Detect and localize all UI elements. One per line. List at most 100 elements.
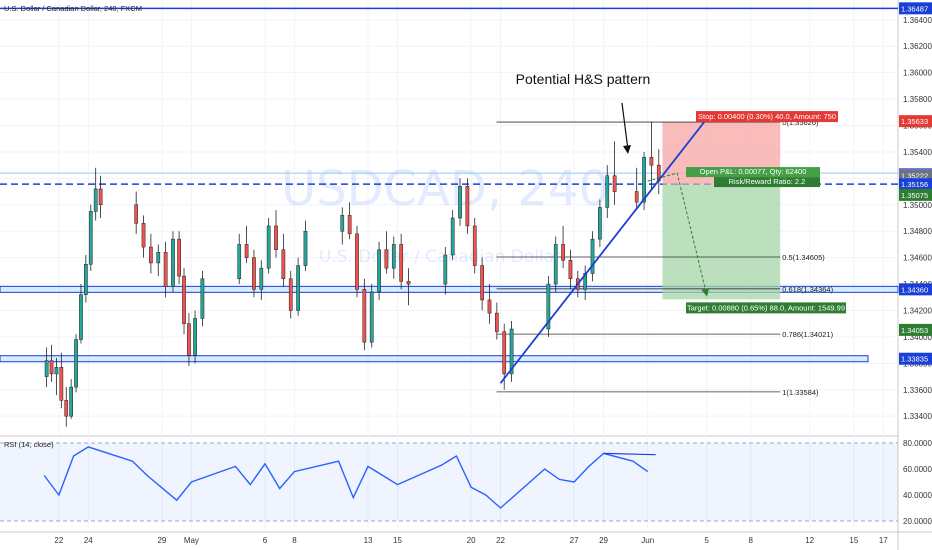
candle-body[interactable] bbox=[568, 260, 573, 280]
candle-body[interactable] bbox=[296, 265, 300, 311]
stop-label-bg bbox=[696, 111, 838, 123]
candle-body[interactable] bbox=[274, 225, 278, 250]
price-axis-tick-label: 1.35400 bbox=[903, 148, 932, 157]
candle-body[interactable] bbox=[590, 238, 595, 274]
support-zone-low[interactable] bbox=[0, 355, 869, 363]
price-axis-tick-label: 1.35800 bbox=[903, 95, 932, 104]
candle-body[interactable] bbox=[149, 246, 153, 264]
candle-body[interactable] bbox=[384, 249, 389, 269]
rsi-divergence-line[interactable] bbox=[603, 452, 656, 456]
candle-body[interactable] bbox=[642, 156, 646, 203]
candle-body[interactable] bbox=[54, 367, 59, 375]
candle-body[interactable] bbox=[546, 283, 551, 330]
candle-body[interactable] bbox=[465, 186, 470, 227]
candle-body[interactable] bbox=[340, 215, 345, 232]
price-axis-tick-label: 1.34800 bbox=[903, 227, 932, 236]
candle-body[interactable] bbox=[605, 175, 610, 208]
time-axis-tick-label: 22 bbox=[496, 536, 505, 545]
candle-body[interactable] bbox=[399, 244, 404, 282]
candle-body[interactable] bbox=[450, 217, 455, 256]
candle-body[interactable] bbox=[59, 367, 64, 401]
time-axis-tick-label: 29 bbox=[599, 536, 608, 545]
candle-body[interactable] bbox=[252, 257, 256, 290]
watermark-ticker: USDCAD, 240 bbox=[281, 161, 609, 217]
candle-body[interactable] bbox=[74, 339, 78, 388]
price-tag: 1.35633 bbox=[901, 117, 928, 126]
price-tag-bg bbox=[899, 2, 932, 15]
pattern-annotation: Potential H&S pattern bbox=[516, 71, 651, 87]
candle-body[interactable] bbox=[649, 156, 654, 166]
time-axis-tick-label: Jun bbox=[641, 536, 654, 545]
candle-body[interactable] bbox=[561, 244, 565, 261]
candle-body[interactable] bbox=[193, 318, 197, 356]
annotation-pointer bbox=[621, 102, 629, 151]
candle-body[interactable] bbox=[480, 265, 484, 301]
candle-body[interactable] bbox=[391, 244, 396, 269]
price-axis-tick-label: 1.36000 bbox=[903, 69, 932, 78]
candle-body[interactable] bbox=[88, 211, 93, 265]
price-tag-bg bbox=[899, 323, 932, 336]
candle-body[interactable] bbox=[355, 233, 359, 290]
candle-body[interactable] bbox=[553, 244, 558, 285]
candle-body[interactable] bbox=[171, 238, 175, 287]
candle-body[interactable] bbox=[237, 244, 242, 280]
candle-body[interactable] bbox=[134, 204, 139, 224]
candle-body[interactable] bbox=[502, 331, 507, 375]
candle-body[interactable] bbox=[612, 175, 617, 192]
candle-body[interactable] bbox=[64, 400, 69, 417]
rsi-line[interactable] bbox=[43, 446, 649, 509]
candle-body[interactable] bbox=[362, 289, 367, 343]
price-tag: 1.34360 bbox=[901, 285, 928, 294]
fib-level-label: 0.5(1.34605) bbox=[782, 253, 825, 262]
candle-body[interactable] bbox=[93, 188, 98, 212]
time-axis-tick-label: 13 bbox=[364, 536, 373, 545]
candle-body[interactable] bbox=[303, 230, 308, 266]
candle-body[interactable] bbox=[494, 312, 499, 332]
target-zone[interactable] bbox=[662, 184, 781, 300]
candle-body[interactable] bbox=[244, 244, 249, 258]
candle-body[interactable] bbox=[598, 207, 602, 240]
uptrend-line[interactable] bbox=[499, 118, 708, 384]
time-axis-tick-label: May bbox=[184, 536, 199, 545]
candle-body[interactable] bbox=[281, 249, 286, 280]
fib-level-label: 0(1.35626) bbox=[782, 118, 819, 127]
fib-level-label: 1(1.33584) bbox=[782, 388, 819, 397]
candle-body[interactable] bbox=[163, 252, 168, 287]
time-axis-tick-label: 12 bbox=[805, 536, 814, 545]
candle-body[interactable] bbox=[259, 267, 264, 290]
candle-body[interactable] bbox=[182, 275, 186, 324]
price-tag-bg bbox=[899, 178, 932, 191]
candle-body[interactable] bbox=[347, 215, 352, 235]
candle-body[interactable] bbox=[472, 225, 477, 266]
candle-body[interactable] bbox=[377, 249, 381, 293]
risk-reward-label: Risk/Reward Ratio: 2.2 bbox=[729, 177, 806, 186]
time-axis-tick-label: 22 bbox=[54, 536, 63, 545]
candle-body[interactable] bbox=[177, 238, 181, 277]
support-zone-mid[interactable] bbox=[0, 285, 899, 293]
price-tag: 1.33835 bbox=[901, 355, 928, 364]
candle-body[interactable] bbox=[49, 360, 54, 375]
candle-body[interactable] bbox=[187, 323, 191, 356]
candle-body[interactable] bbox=[406, 281, 411, 285]
candle-body[interactable] bbox=[509, 328, 514, 375]
candle-body[interactable] bbox=[156, 252, 161, 264]
candle-body[interactable] bbox=[369, 291, 374, 343]
projection-arrow[interactable] bbox=[647, 172, 710, 297]
candle-body[interactable] bbox=[84, 263, 88, 295]
candle-body[interactable] bbox=[200, 278, 205, 319]
candle-body[interactable] bbox=[458, 186, 462, 219]
candle-body[interactable] bbox=[98, 188, 103, 206]
candle-body[interactable] bbox=[141, 223, 146, 248]
candle-body[interactable] bbox=[288, 278, 293, 311]
price-axis-tick-label: 1.34600 bbox=[903, 254, 932, 263]
candle-body[interactable] bbox=[69, 386, 74, 417]
time-axis-tick-label: 6 bbox=[263, 536, 268, 545]
price-tag: 1.35222 bbox=[901, 171, 928, 180]
candle-body[interactable] bbox=[266, 225, 271, 269]
candle-body[interactable] bbox=[79, 294, 83, 340]
candle-body[interactable] bbox=[634, 191, 639, 203]
candle-body[interactable] bbox=[443, 254, 448, 285]
candle-body[interactable] bbox=[487, 299, 492, 314]
candle-body[interactable] bbox=[44, 360, 49, 377]
